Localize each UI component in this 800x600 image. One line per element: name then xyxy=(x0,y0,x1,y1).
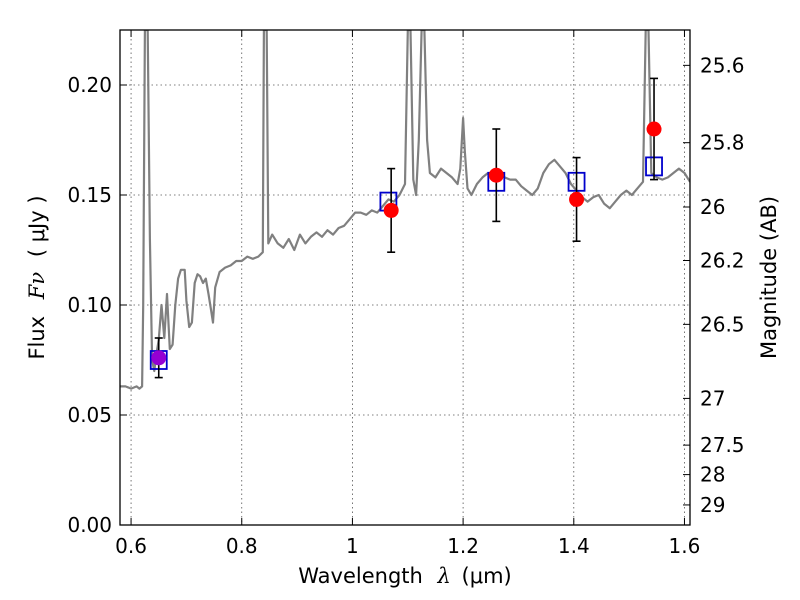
magnitude-tick-label: 28 xyxy=(700,463,725,487)
x-tick-label: 0.8 xyxy=(226,534,258,558)
x-axis-label: Wavelength λ (μm) xyxy=(298,564,511,588)
x-tick-label: 0.6 xyxy=(115,534,147,558)
model-band-markers xyxy=(149,156,663,370)
y-axis-label: Flux Fν ( μJy ) xyxy=(25,195,49,359)
x-tick-label: 1 xyxy=(346,534,359,558)
magnitude-axis-label: Magnitude (AB) xyxy=(757,196,781,359)
magnitude-tick-label: 26.5 xyxy=(700,312,745,336)
magnitude-tick-label: 25.8 xyxy=(700,131,745,155)
magnitude-tick-label: 27.5 xyxy=(700,433,745,457)
y-tick-label: 0.15 xyxy=(67,183,112,207)
magnitude-tick-label: 25.6 xyxy=(700,53,745,77)
magnitude-tick-label: 29 xyxy=(700,493,725,517)
y-axis-label-unit: ( μJy ) xyxy=(25,195,49,257)
model-spectrum-line xyxy=(120,30,690,390)
y-tick-label: 0.05 xyxy=(67,403,112,427)
x-tick-label: 1.6 xyxy=(669,534,701,558)
y-tick-label: 0.00 xyxy=(67,513,112,537)
grid-lines xyxy=(120,30,690,525)
magnitude-tick-label: 26.2 xyxy=(700,249,745,273)
magnitude-tick-label: 26 xyxy=(700,195,725,219)
y-tick-label: 0.10 xyxy=(67,293,112,317)
x-axis-label-symbol: λ xyxy=(437,564,451,588)
observed-point xyxy=(646,121,662,137)
plot-frame xyxy=(119,29,691,526)
y-axis-label-prefix: Flux xyxy=(25,316,49,360)
observed-point xyxy=(151,350,167,366)
x-axis-label-unit: (μm) xyxy=(462,564,512,588)
axis-ticks: 0.6 0.8 1 1.2 1.4 1.6 0.00 0.05 0.10 0.15 0.20 25.6… xyxy=(67,30,745,558)
observed-point xyxy=(383,202,399,218)
observed-point xyxy=(569,191,585,207)
x-tick-label: 1.4 xyxy=(558,534,590,558)
magnitude-tick-label: 27 xyxy=(700,386,725,410)
x-tick-label: 1.2 xyxy=(447,534,479,558)
y-tick-label: 0.20 xyxy=(67,73,112,97)
observed-point xyxy=(488,167,504,183)
model-spectrum xyxy=(120,30,690,390)
observed-points xyxy=(151,77,662,379)
x-axis-label-prefix: Wavelength xyxy=(298,564,423,588)
y-axis-label-symbol: Fν xyxy=(25,272,49,301)
